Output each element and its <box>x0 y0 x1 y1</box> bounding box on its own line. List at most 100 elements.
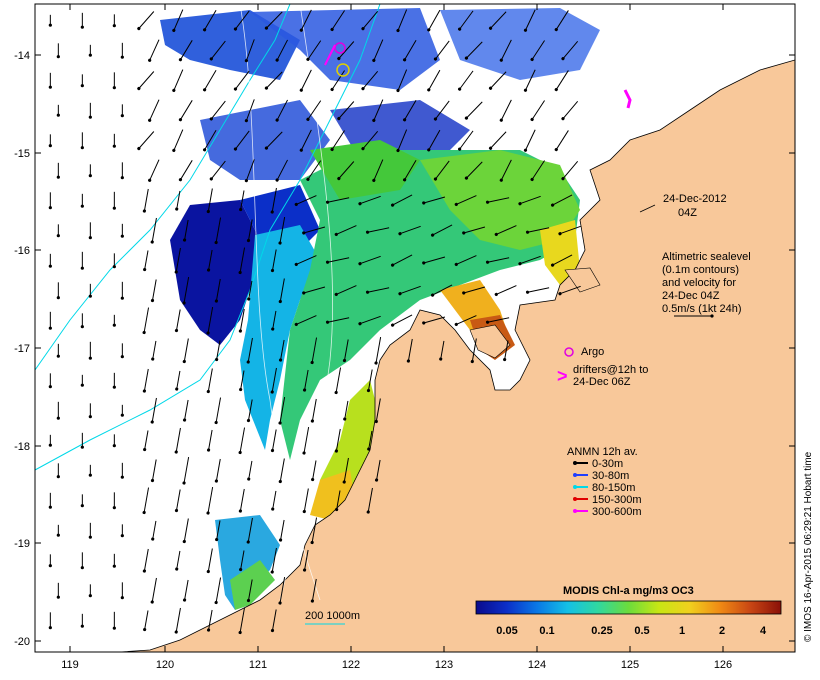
velocity-arrow <box>464 161 483 180</box>
velocity-arrow <box>244 39 255 63</box>
velocity-arrow <box>206 486 214 515</box>
velocity-arrow <box>182 456 190 485</box>
velocity-arrow <box>310 398 317 423</box>
drifter-legend-icon: > <box>557 366 568 386</box>
velocity-arrow <box>299 69 312 92</box>
velocity-arrow <box>264 71 283 90</box>
velocity-arrow <box>214 458 221 483</box>
velocity-arrow <box>270 609 277 633</box>
velocity-arrow <box>374 336 382 365</box>
velocity-arrow <box>299 9 312 32</box>
drifter-track <box>623 89 632 109</box>
velocity-arrow <box>182 518 189 544</box>
land-mass <box>119 59 795 652</box>
velocity-arrow <box>246 517 253 544</box>
velocity-arrow <box>206 548 213 574</box>
velocity-arrow <box>390 314 413 327</box>
velocity-arrow <box>561 41 579 61</box>
velocity-arrow <box>334 285 357 297</box>
velocity-arrow <box>325 257 350 264</box>
velocity-arrow <box>151 520 157 541</box>
velocity-arrow <box>325 197 350 204</box>
velocity-arrow <box>214 397 222 425</box>
velocity-arrow <box>137 71 155 91</box>
velocity-arrow <box>148 39 160 62</box>
velocity-arrow <box>306 40 322 61</box>
velocity-arrow <box>470 338 477 364</box>
lon-tick-label: 126 <box>714 659 732 671</box>
velocity-arrow <box>302 426 310 455</box>
velocity-arrow <box>238 427 246 455</box>
velocity-arrow <box>430 224 453 237</box>
velocity-arrow <box>488 11 507 30</box>
velocity-arrow <box>310 578 317 603</box>
velocity-arrow <box>246 219 253 243</box>
velocity-arrow <box>209 40 226 61</box>
velocity-arrow <box>142 487 150 515</box>
velocity-arrow <box>550 254 573 267</box>
velocity-arrow <box>523 69 536 92</box>
velocity-arrow <box>337 161 355 181</box>
velocity-arrow <box>302 226 326 235</box>
velocity-arrow <box>182 338 189 364</box>
velocity-arrow <box>462 286 486 295</box>
colorbar-title: MODIS Chl-a mg/m3 OC3 <box>563 585 694 597</box>
velocity-arrow <box>488 71 507 90</box>
velocity-arrow <box>275 99 288 122</box>
velocity-arrow <box>396 69 408 93</box>
credit-text: © IMOS 16-Apr-2015 06:29:21 Hobart time <box>803 451 814 642</box>
velocity-arrow <box>462 226 486 235</box>
plot-frame <box>34 3 796 653</box>
velocity-arrow <box>454 255 477 267</box>
velocity-arrow <box>561 161 579 181</box>
velocity-arrow <box>142 368 149 393</box>
velocity-arrow <box>330 130 345 152</box>
velocity-arrow <box>403 39 417 62</box>
velocity-arrow <box>554 70 569 92</box>
velocity-arrow <box>172 69 184 93</box>
velocity-arrow <box>561 101 579 121</box>
anmn-legend-label: 80-150m <box>592 482 635 494</box>
lon-tick-label: 124 <box>528 659 546 671</box>
velocity-arrow <box>530 100 545 122</box>
velocity-arrow <box>270 429 277 453</box>
velocity-arrow <box>342 457 349 484</box>
velocity-arrow <box>464 41 483 60</box>
velocity-arrow <box>330 10 345 32</box>
velocity-arrow <box>247 460 253 481</box>
velocity-arrow <box>148 99 160 122</box>
velocity-arrow <box>335 490 341 512</box>
velocity-arrow <box>342 339 349 363</box>
velocity-arrow <box>488 131 507 150</box>
velocity-arrow <box>503 340 509 362</box>
anmn-legend-label: 300-600m <box>592 506 642 518</box>
velocity-arrow <box>238 607 246 635</box>
velocity-arrow <box>302 488 309 514</box>
velocity-arrow <box>239 370 245 392</box>
velocity-arrow <box>343 400 349 421</box>
velocity-arrow <box>270 187 277 214</box>
lat-tick-label: -14 <box>14 50 30 62</box>
velocity-arrow <box>278 278 285 304</box>
velocity-arrow <box>396 9 408 33</box>
lat-tick-label: -18 <box>14 441 30 453</box>
argo-float <box>336 63 350 77</box>
velocity-arrow <box>358 255 381 266</box>
velocity-arrow <box>550 194 573 207</box>
velocity-arrow <box>422 316 446 325</box>
velocity-arrow <box>485 197 510 204</box>
drifter-legend-label: drifters@12h to <box>573 364 648 376</box>
velocity-arrow <box>182 276 190 305</box>
velocity-arrow <box>358 315 381 326</box>
velocity-arrow <box>148 159 160 182</box>
drifter-track <box>324 44 336 66</box>
velocity-arrow <box>433 40 450 61</box>
velocity-arrow <box>403 99 417 122</box>
velocity-arrow <box>294 315 317 327</box>
velocity-arrow <box>427 69 441 92</box>
velocity-arrow <box>494 285 517 297</box>
velocity-arrow <box>365 227 390 234</box>
velocity-arrow <box>372 159 384 183</box>
velocity-arrow <box>390 254 413 267</box>
velocity-arrow <box>247 280 253 301</box>
